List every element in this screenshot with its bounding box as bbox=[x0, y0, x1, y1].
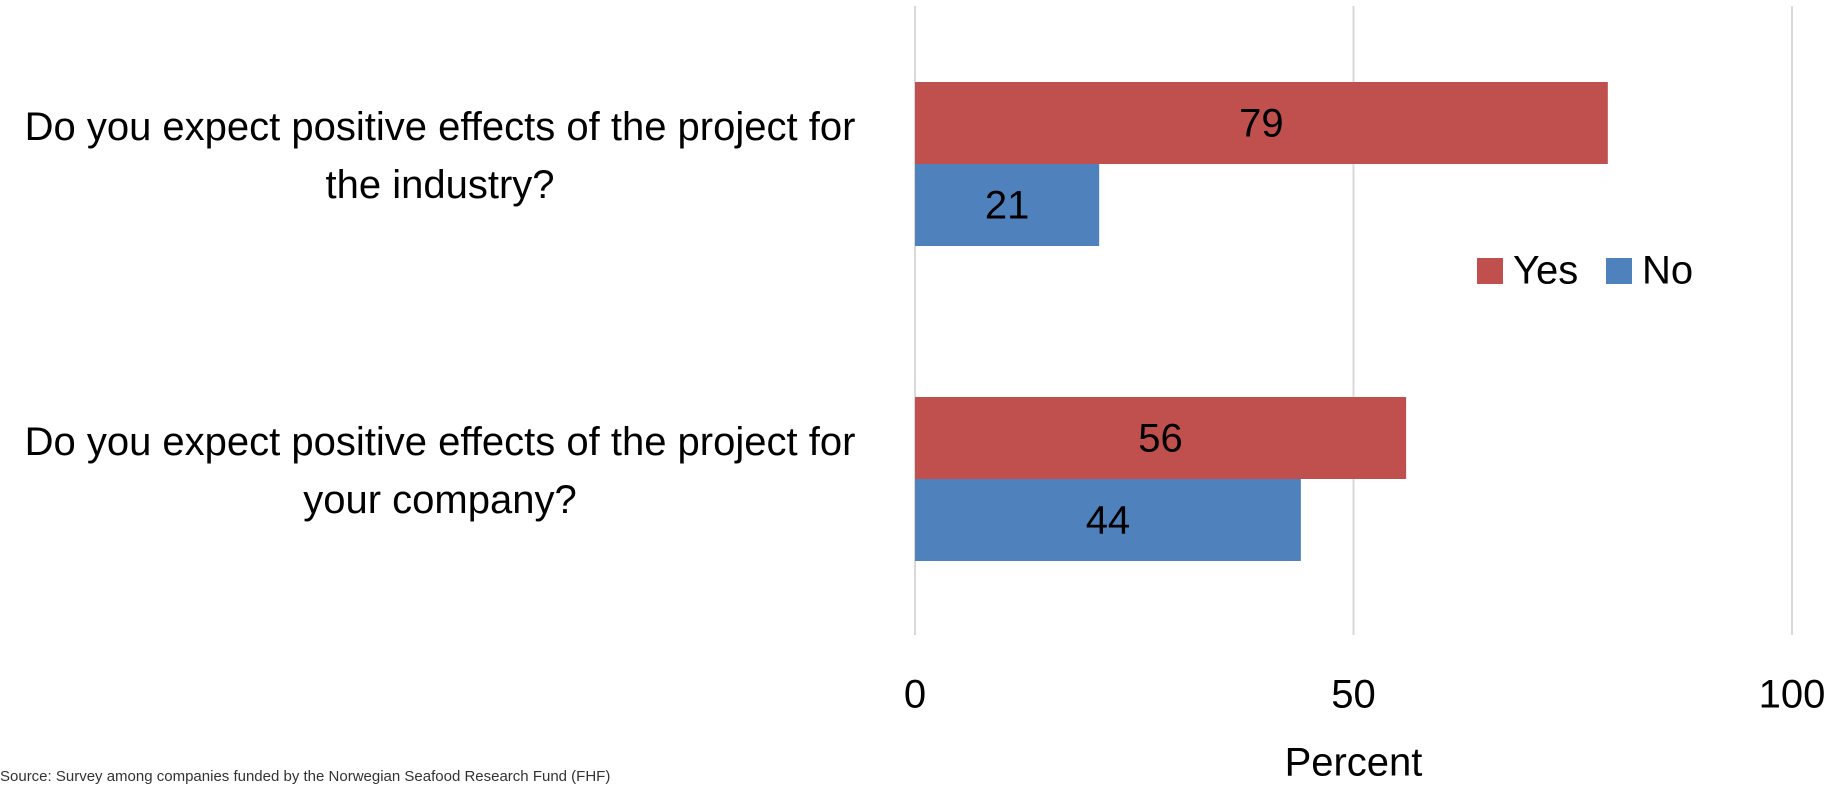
legend-label: Yes bbox=[1513, 249, 1578, 293]
category-label: Do you expect positive effects of the pr… bbox=[24, 420, 856, 522]
legend-swatch bbox=[1477, 258, 1503, 284]
bar bbox=[915, 82, 1608, 164]
x-axis-title: Percent bbox=[1285, 741, 1423, 783]
bar bbox=[915, 164, 1100, 246]
legend-label: No bbox=[1642, 249, 1693, 293]
x-tick-label: 100 bbox=[1759, 673, 1826, 717]
source-note: Source: Survey among companies funded by… bbox=[0, 768, 611, 785]
data-label: 79 bbox=[1239, 102, 1284, 146]
bar bbox=[915, 479, 1301, 561]
x-tick-label: 0 bbox=[904, 673, 926, 717]
bar bbox=[915, 397, 1407, 479]
category-label: Do you expect positive effects of the pr… bbox=[24, 105, 856, 207]
data-label: 21 bbox=[985, 184, 1030, 228]
data-label: 56 bbox=[1138, 417, 1183, 461]
data-label: 44 bbox=[1086, 499, 1131, 543]
legend-swatch bbox=[1606, 258, 1632, 284]
x-tick-label: 50 bbox=[1331, 673, 1376, 717]
